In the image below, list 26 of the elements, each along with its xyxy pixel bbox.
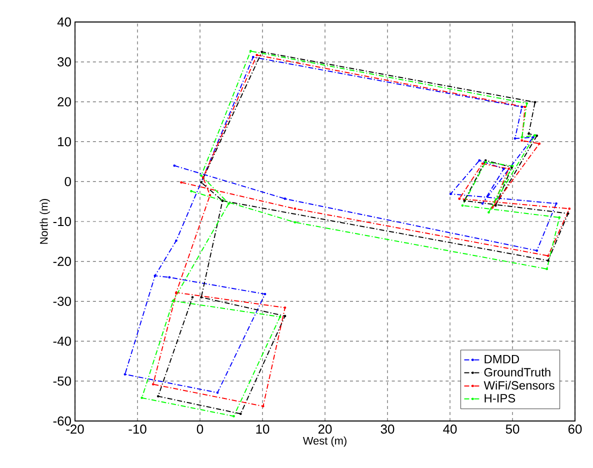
legend-label: WiFi/Sensors: [484, 380, 554, 390]
x-tick-label: 10: [256, 424, 270, 434]
y-axis-title: North (m): [40, 199, 50, 244]
x-tick-label: 50: [506, 424, 520, 434]
x-tick-label: 60: [568, 424, 582, 434]
x-tick-label: 0: [196, 424, 204, 434]
y-tick-label: -20: [53, 256, 71, 266]
x-tick-label: -20: [66, 424, 84, 434]
y-tick-label: -30: [53, 296, 71, 306]
y-tick-label: 10: [58, 137, 71, 146]
y-tick-label: 20: [58, 97, 71, 106]
y-tick-label: -50: [53, 376, 71, 386]
legend-label: H-IPS: [484, 394, 516, 402]
y-tick-label: 40: [57, 17, 71, 27]
y-tick-label: -40: [53, 336, 71, 346]
x-tick-label: 20: [318, 424, 332, 434]
legend-label: DMDD: [484, 355, 520, 364]
x-axis-title: West (m): [302, 436, 346, 447]
y-tick-label: 0: [64, 177, 71, 186]
y-tick-label: 30: [58, 57, 71, 66]
legend-label: GroundTruth: [484, 368, 550, 376]
x-tick-label: -10: [128, 424, 146, 434]
x-tick-label: 40: [443, 424, 457, 434]
y-tick-label: -10: [53, 216, 71, 226]
y-tick-label: -60: [53, 416, 71, 426]
x-tick-label: 30: [380, 424, 394, 434]
